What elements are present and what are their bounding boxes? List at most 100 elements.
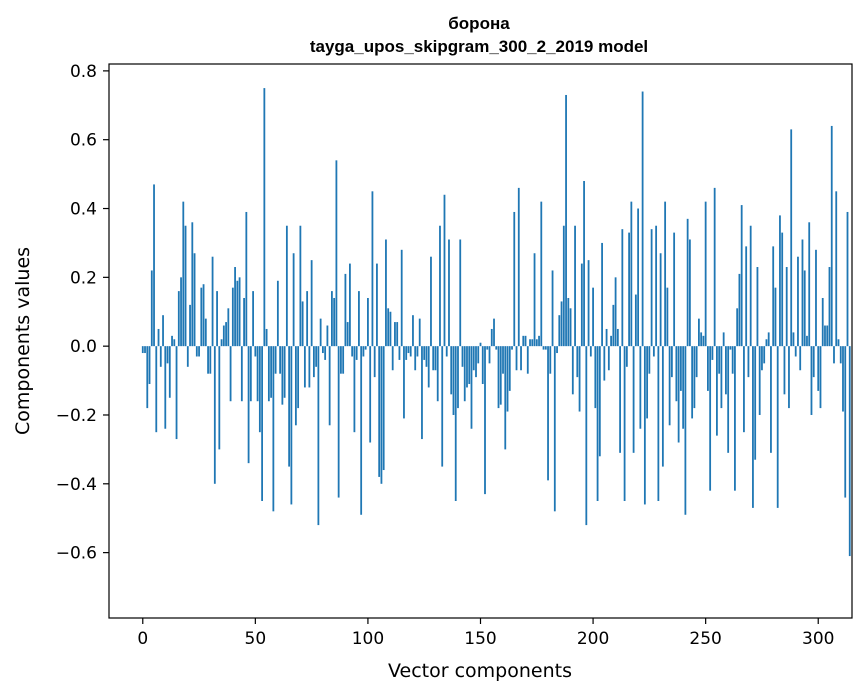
bar	[292, 253, 295, 347]
y-axis-ticks: −0.6 −0.4 −0.2 0.0 0.2 0.4 0.6 0.8	[56, 62, 109, 564]
bar	[718, 346, 721, 374]
bar	[785, 267, 788, 347]
bar	[594, 346, 597, 409]
bar	[398, 346, 401, 360]
bar	[171, 335, 173, 347]
bar	[312, 346, 315, 378]
bar	[470, 346, 473, 429]
bar	[542, 346, 545, 350]
bar	[659, 253, 662, 347]
x-tick-label: 250	[689, 629, 721, 649]
bar	[722, 332, 725, 347]
bar	[808, 222, 811, 347]
bar	[409, 346, 412, 357]
bar	[225, 322, 227, 347]
bar	[702, 335, 705, 347]
x-tick-label: 100	[352, 629, 384, 649]
bar	[279, 346, 282, 374]
bar	[707, 346, 709, 391]
bar	[571, 346, 574, 395]
bar	[463, 346, 466, 402]
bar	[207, 346, 209, 374]
bar	[243, 297, 245, 347]
bar	[801, 239, 804, 347]
bar	[828, 267, 831, 347]
bar	[511, 346, 513, 350]
bar	[668, 346, 671, 426]
bar	[756, 267, 759, 347]
bar	[252, 291, 254, 347]
bar	[691, 346, 694, 419]
bar	[141, 346, 144, 354]
bar	[524, 335, 527, 347]
bar	[195, 346, 198, 357]
bar	[743, 346, 745, 433]
bar	[616, 328, 619, 347]
bar	[373, 346, 376, 378]
bar	[679, 346, 682, 391]
bar	[204, 318, 207, 347]
bar	[369, 346, 372, 443]
bar	[216, 291, 218, 347]
bar	[434, 346, 437, 371]
bar	[281, 346, 284, 405]
bar	[652, 346, 655, 357]
bar	[614, 277, 617, 347]
bar	[675, 346, 678, 402]
bar	[168, 346, 171, 398]
bar	[643, 346, 646, 505]
bar	[182, 201, 185, 347]
bar	[698, 318, 700, 347]
bar	[389, 311, 392, 347]
bar	[565, 94, 567, 347]
bar	[144, 346, 146, 354]
bar	[272, 346, 275, 512]
bar	[321, 346, 324, 354]
bar	[729, 346, 732, 350]
bar	[488, 346, 491, 364]
bar	[326, 325, 329, 347]
bar	[346, 322, 349, 347]
bar	[261, 346, 263, 501]
bar	[686, 218, 689, 347]
bar	[454, 346, 457, 501]
bar	[763, 346, 766, 364]
bar	[166, 346, 169, 364]
bar	[353, 346, 356, 433]
bar	[362, 346, 365, 357]
bar	[425, 346, 428, 367]
bar	[186, 346, 189, 367]
bar	[222, 325, 225, 347]
bar	[589, 346, 592, 357]
bar	[249, 346, 252, 402]
bar	[198, 346, 200, 357]
bar	[220, 339, 223, 347]
bar	[180, 277, 182, 347]
bar	[842, 346, 844, 412]
bar	[495, 346, 498, 350]
bar	[306, 291, 309, 347]
bar	[625, 346, 628, 367]
bar	[479, 342, 482, 347]
bar	[240, 346, 243, 402]
bar	[421, 346, 423, 440]
bar	[621, 229, 624, 347]
bar	[846, 211, 849, 347]
bar	[605, 328, 608, 347]
bar	[731, 346, 734, 374]
bar	[772, 246, 775, 347]
bar	[783, 346, 786, 395]
x-tick-label: 0	[137, 629, 148, 649]
bar	[490, 328, 493, 347]
bar	[238, 277, 241, 347]
bar	[430, 256, 432, 347]
bar	[231, 287, 234, 347]
bar	[637, 208, 640, 347]
bar	[360, 346, 363, 515]
bar	[448, 239, 450, 347]
bar	[342, 346, 345, 374]
bar	[578, 346, 581, 412]
bar	[173, 339, 176, 347]
bar	[603, 346, 606, 381]
bar	[378, 346, 381, 477]
